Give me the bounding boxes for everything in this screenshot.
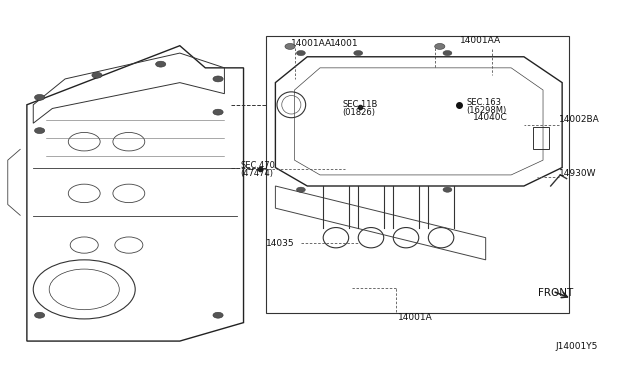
Text: 14001AA: 14001AA (460, 36, 501, 45)
Text: 14002BA: 14002BA (559, 115, 600, 124)
Circle shape (296, 51, 305, 56)
Text: 14001A: 14001A (397, 312, 433, 321)
Text: 14001: 14001 (330, 39, 358, 48)
Text: (16298M): (16298M) (467, 106, 507, 115)
Text: 14035: 14035 (266, 239, 294, 248)
Circle shape (213, 312, 223, 318)
Circle shape (35, 312, 45, 318)
Circle shape (354, 51, 363, 56)
Circle shape (92, 72, 102, 78)
Bar (534, 127, 549, 149)
Circle shape (156, 61, 166, 67)
Circle shape (443, 51, 452, 56)
Circle shape (35, 94, 45, 100)
Circle shape (435, 44, 445, 49)
Text: 14930W: 14930W (559, 169, 596, 177)
Circle shape (285, 44, 295, 49)
Circle shape (213, 76, 223, 82)
Circle shape (443, 187, 452, 192)
Text: SEC.163: SEC.163 (467, 99, 502, 108)
Circle shape (213, 109, 223, 115)
Circle shape (35, 128, 45, 134)
Text: SEC.11B: SEC.11B (342, 100, 378, 109)
Text: (01826): (01826) (342, 108, 375, 117)
Text: J14001Y5: J14001Y5 (556, 342, 598, 351)
Text: SEC.470: SEC.470 (241, 161, 275, 170)
Text: 14040C: 14040C (473, 113, 508, 122)
Bar (266, 36, 568, 313)
Text: 14001AA: 14001AA (291, 39, 332, 48)
Text: (47474): (47474) (241, 169, 273, 177)
Circle shape (296, 187, 305, 192)
Text: FRONT: FRONT (538, 288, 573, 298)
